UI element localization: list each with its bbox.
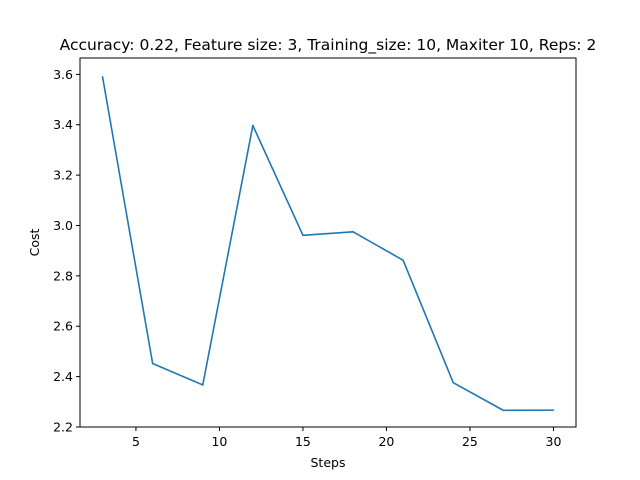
x-tick-label: 30 bbox=[546, 434, 562, 449]
chart-title: Accuracy: 0.22, Feature size: 3, Trainin… bbox=[60, 36, 597, 55]
x-tick-label: 5 bbox=[132, 434, 140, 449]
x-axis-label: Steps bbox=[311, 455, 346, 470]
data-point bbox=[151, 362, 154, 365]
y-axis-label: Cost bbox=[27, 229, 42, 257]
data-point bbox=[452, 381, 455, 384]
data-point bbox=[201, 384, 204, 386]
x-tick-label: 20 bbox=[378, 434, 394, 449]
y-tick-label: 3.0 bbox=[53, 218, 73, 233]
axes-frame bbox=[79, 57, 577, 428]
data-point bbox=[402, 259, 404, 262]
y-tick-label: 3.2 bbox=[53, 168, 73, 183]
x-tick-label: 10 bbox=[211, 434, 227, 449]
data-point bbox=[101, 76, 104, 78]
y-tick-label: 2.2 bbox=[53, 420, 73, 435]
plot-area bbox=[101, 76, 555, 412]
x-tick-label: 25 bbox=[462, 434, 478, 449]
y-axis: 2.2 2.4 2.6 2.8 3.0 3.2 3.4 3.6 bbox=[53, 67, 80, 435]
y-tick-label: 2.6 bbox=[53, 319, 73, 334]
data-point bbox=[252, 124, 254, 127]
data-point bbox=[502, 409, 505, 412]
series-line-0 bbox=[101, 76, 554, 412]
y-tick-label: 3.6 bbox=[53, 67, 73, 82]
x-tick-label: 15 bbox=[295, 434, 311, 449]
x-axis: 5 10 15 20 25 30 bbox=[132, 427, 561, 449]
y-tick-label: 3.4 bbox=[53, 117, 73, 132]
data-point bbox=[552, 409, 555, 411]
y-tick-label: 2.8 bbox=[53, 268, 73, 283]
data-point bbox=[352, 231, 354, 233]
y-tick-label: 2.4 bbox=[53, 369, 73, 384]
data-point bbox=[302, 234, 304, 237]
